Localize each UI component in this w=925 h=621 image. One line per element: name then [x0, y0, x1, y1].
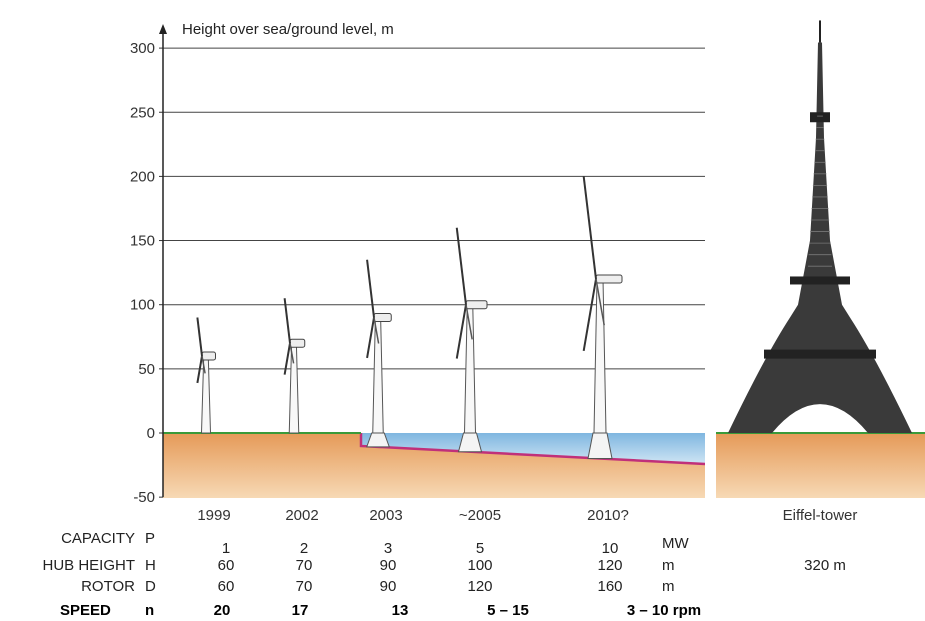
turbine-2010?: [582, 176, 623, 460]
row-value: 1: [221, 540, 231, 557]
row-label: CAPACITY: [61, 530, 135, 547]
year-label: 2010?: [587, 507, 629, 524]
row-symbol: H: [145, 557, 156, 574]
y-tick-label: -50: [133, 489, 155, 506]
sea: [361, 433, 705, 464]
year-label: 1999: [197, 507, 230, 524]
turbine-nacelle: [289, 338, 306, 348]
row-label: ROTOR: [81, 578, 135, 595]
turbine-blade: [582, 278, 597, 352]
row-value: 60: [217, 578, 235, 595]
turbine-tower: [200, 355, 212, 434]
turbine-blade: [201, 355, 206, 374]
y-axis-arrow: [159, 24, 167, 34]
row-value: 120: [467, 578, 493, 595]
turbine-foundation: [366, 432, 390, 448]
y-tick-label: 300: [130, 40, 155, 57]
y-tick-label: 250: [130, 104, 155, 121]
gridlines: [163, 47, 705, 370]
turbine-2003: [366, 259, 392, 448]
y-axis-label: Height over sea/ground level, m: [182, 21, 394, 38]
row-symbol: P: [145, 530, 156, 547]
y-tick-label: 50: [138, 361, 155, 378]
row-value: 60: [217, 557, 235, 574]
year-label: 2003: [369, 507, 402, 524]
tower-label: Eiffel-tower: [783, 507, 858, 524]
turbine-1999: [196, 317, 216, 434]
turbine-~2005: [455, 227, 488, 453]
eiffel-tower: [728, 20, 912, 433]
row-unit: m: [662, 578, 675, 595]
turbine-blade: [289, 343, 295, 364]
turbine-foundation: [457, 432, 483, 453]
turbine-blade: [595, 278, 605, 326]
row-value: 3: [383, 540, 393, 557]
turbine-tower: [372, 317, 384, 434]
speed-value: 20: [213, 602, 231, 619]
turbines: [196, 176, 623, 460]
row-value: 70: [295, 578, 313, 595]
turbine-blade: [196, 317, 203, 357]
turbine-blade: [455, 304, 467, 359]
row-value: 5: [475, 540, 485, 557]
row-value: 90: [379, 578, 397, 595]
turbine-nacelle: [465, 300, 488, 310]
year-labels: 1999 2002 2003 ~2005 2010? Eiffel-tower: [197, 507, 857, 524]
divider: [705, 30, 716, 500]
row-unit: m: [662, 557, 675, 574]
speed-label: SPEED: [60, 602, 111, 619]
turbine-blade: [283, 298, 291, 344]
turbine-blade: [465, 304, 473, 340]
ground-and-sea: [163, 30, 925, 500]
year-label: 2002: [285, 507, 318, 524]
turbine-nacelle: [201, 351, 216, 361]
row-value: 70: [295, 557, 313, 574]
turbine-blade: [196, 355, 203, 384]
row-value: 90: [379, 557, 397, 574]
y-tick-label: 150: [130, 233, 155, 250]
turbine-nacelle: [595, 274, 623, 284]
row-value: 160: [597, 578, 623, 595]
turbine-blade: [582, 176, 597, 280]
turbine-blade: [366, 317, 375, 359]
y-tick-label: 200: [130, 168, 155, 185]
row-value: 100: [467, 557, 493, 574]
turbine-foundation: [587, 432, 613, 460]
turbine-blade: [366, 259, 375, 318]
row-value: 120: [597, 557, 623, 574]
turbine-tower: [288, 342, 300, 434]
tower-height-value: 320 m: [804, 557, 846, 574]
speed-value: 3 – 10 rpm: [626, 602, 702, 619]
tower-body: [728, 42, 912, 433]
speed-value: 5 – 15: [487, 602, 529, 619]
turbine-blade: [373, 317, 380, 344]
row-unit: MW: [662, 535, 689, 552]
row-label: HUB HEIGHT: [42, 557, 135, 574]
tower-ground: [716, 433, 925, 498]
speed-value: 17: [291, 602, 309, 619]
year-label: ~2005: [459, 507, 501, 524]
turbine-blade: [455, 227, 467, 305]
row-value: 10: [601, 540, 619, 557]
tower-second-platform: [790, 276, 850, 285]
turbine-nacelle: [373, 313, 392, 323]
speed-symbol: n: [145, 602, 155, 619]
tower-first-platform: [764, 349, 876, 359]
y-axis: 300 250 200 150 100 50 0 -50: [130, 24, 167, 506]
y-tick-label: 100: [130, 297, 155, 314]
row-symbol: D: [145, 578, 156, 595]
tower-third-platform: [810, 112, 830, 123]
speed-value: 13: [391, 602, 409, 619]
row-value: 2: [299, 540, 309, 557]
turbine-blade: [283, 343, 291, 375]
y-tick-label: 0: [147, 425, 155, 442]
turbine-2002: [283, 298, 306, 434]
